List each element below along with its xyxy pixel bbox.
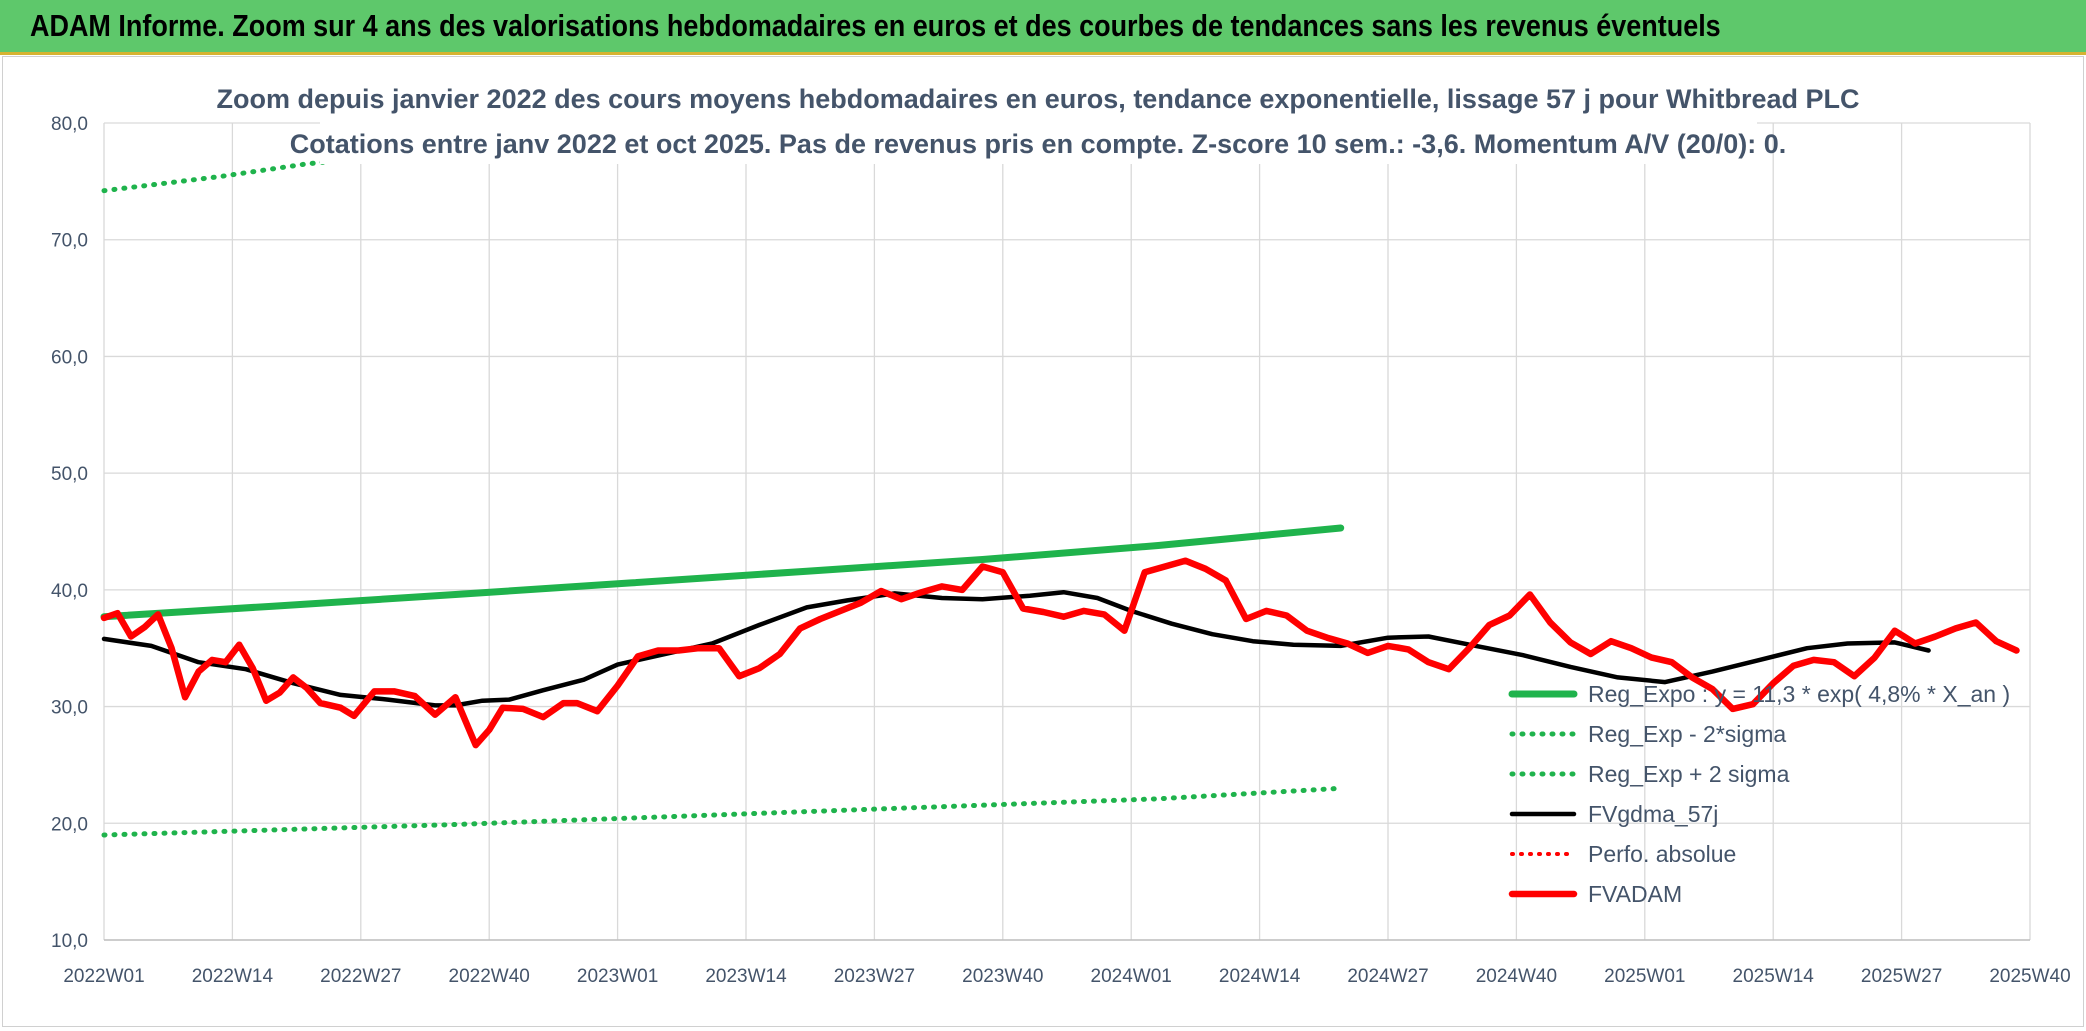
y-tick-label: 60,0 — [51, 347, 88, 368]
title-backdrop — [320, 66, 1757, 164]
x-tick-label: 2023W27 — [834, 966, 915, 987]
x-tick-label: 2022W40 — [449, 966, 530, 987]
y-tick-label: 50,0 — [51, 464, 88, 485]
series-reg-exp-minus-2sigma — [101, 785, 1344, 838]
x-tick-label: 2025W27 — [1861, 966, 1942, 987]
x-tick-label: 2023W01 — [577, 966, 658, 987]
x-tick-label: 2023W40 — [962, 966, 1043, 987]
x-tick-label: 2024W01 — [1091, 966, 1172, 987]
x-tick-label: 2022W01 — [63, 966, 144, 987]
x-tick-label: 2024W14 — [1219, 966, 1301, 987]
x-tick-label: 2025W40 — [1989, 966, 2070, 987]
series-layer — [100, 120, 2020, 838]
chart-frame — [2, 56, 2084, 1027]
legend: Reg_Expo : y = 11,3 * exp( 4,8% * X_an )… — [1508, 681, 2010, 907]
y-tick-label: 80,0 — [51, 114, 88, 135]
x-tick-label: 2024W27 — [1347, 966, 1428, 987]
legend-label: FVADAM — [1588, 881, 1682, 907]
x-tick-label: 2025W01 — [1604, 966, 1685, 987]
legend-label: Perfo. absolue — [1588, 841, 1736, 867]
x-tick-label: 2023W14 — [705, 966, 787, 987]
x-tick-label: 2022W27 — [320, 966, 401, 987]
chart-subtitle: Cotations entre janv 2022 et oct 2025. P… — [290, 129, 1787, 159]
axis-layer: 80,0 70,0 60,0 50,0 40,0 30,0 20,0 10,0 2022W01 2… — [51, 114, 2071, 987]
y-tick-label: 10,0 — [51, 931, 88, 952]
y-tick-label: 30,0 — [51, 698, 88, 719]
series-fvadam — [100, 557, 2020, 749]
y-tick-label: 40,0 — [51, 581, 88, 602]
report-title: ADAM Informe. Zoom sur 4 ans des valoris… — [30, 8, 1721, 43]
x-tick-label: 2022W14 — [192, 966, 274, 987]
grid-layer — [103, 122, 2031, 941]
legend-label: Reg_Expo : y = 11,3 * exp( 4,8% * X_an ) — [1588, 681, 2010, 707]
series-fvgdma-57j — [101, 589, 1931, 708]
legend-label: Reg_Exp + 2 sigma — [1588, 761, 1790, 787]
x-tick-label: 2025W14 — [1733, 966, 1815, 987]
header-banner: ADAM Informe. Zoom sur 4 ans des valoris… — [0, 0, 2086, 55]
series-reg-expo — [100, 524, 1345, 621]
x-tick-label: 2024W40 — [1476, 966, 1557, 987]
y-tick-label: 20,0 — [51, 814, 88, 835]
y-tick-label: 70,0 — [51, 231, 88, 252]
chart-title: Zoom depuis janvier 2022 des cours moyen… — [217, 84, 1860, 114]
legend-label: Reg_Exp - 2*sigma — [1588, 721, 1786, 747]
legend-label: FVgdma_57j — [1588, 801, 1718, 827]
